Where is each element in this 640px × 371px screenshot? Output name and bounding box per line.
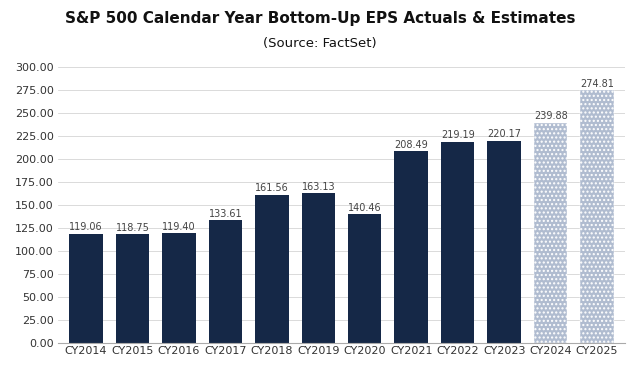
Bar (301, 193, 335, 343)
Bar (580, 91, 614, 343)
Bar (116, 234, 149, 343)
Text: 133.61: 133.61 (209, 209, 242, 219)
Text: 163.13: 163.13 (301, 182, 335, 192)
Text: 140.46: 140.46 (348, 203, 381, 213)
Bar (488, 141, 521, 343)
Text: S&P 500 Calendar Year Bottom-Up EPS Actuals & Estimates: S&P 500 Calendar Year Bottom-Up EPS Actu… (65, 11, 575, 26)
Bar (534, 122, 568, 343)
Text: 239.88: 239.88 (534, 111, 568, 121)
Bar (348, 214, 381, 343)
Bar (209, 220, 242, 343)
Bar (69, 234, 102, 343)
Text: (Source: FactSet): (Source: FactSet) (263, 37, 377, 50)
Text: 119.06: 119.06 (69, 222, 103, 232)
Text: 220.17: 220.17 (487, 129, 521, 139)
Bar (394, 151, 428, 343)
Title: S&P 500 Calendar Year Bottom-Up EPS Actuals & Estimates
(Source: FactSet): S&P 500 Calendar Year Bottom-Up EPS Actu… (0, 370, 1, 371)
Bar (441, 142, 474, 343)
Text: 119.40: 119.40 (162, 222, 196, 232)
Text: 118.75: 118.75 (115, 223, 149, 233)
Text: 219.19: 219.19 (441, 130, 475, 140)
Text: 274.81: 274.81 (580, 79, 614, 89)
Text: 161.56: 161.56 (255, 183, 289, 193)
Text: 208.49: 208.49 (394, 140, 428, 150)
Bar (255, 195, 289, 343)
Bar (162, 233, 196, 343)
